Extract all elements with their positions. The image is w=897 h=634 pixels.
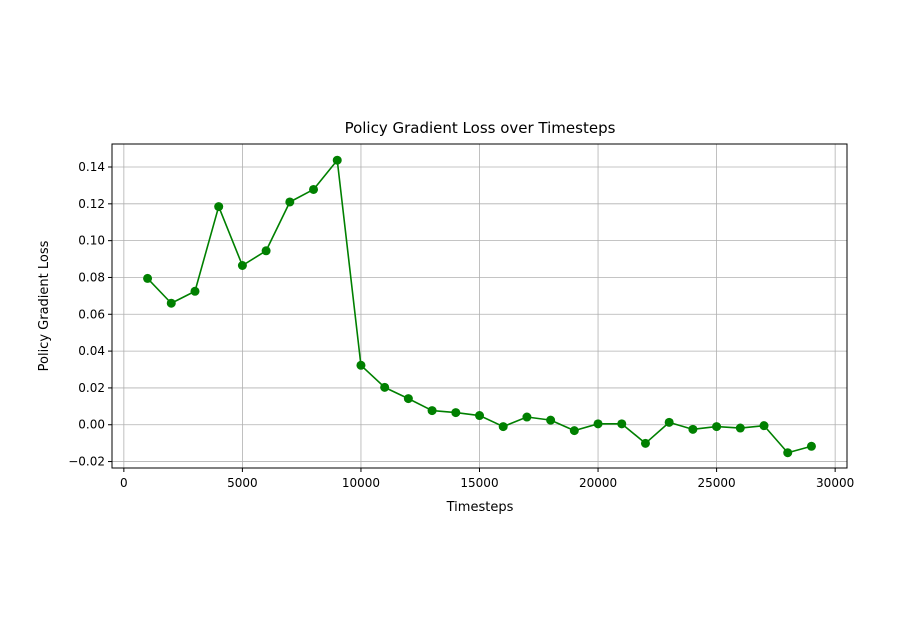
x-tick-label: 25000 [698, 476, 736, 490]
grid [112, 144, 847, 468]
data-point [427, 406, 437, 416]
y-axis-label: Policy Gradient Loss [37, 240, 52, 371]
data-point [166, 298, 176, 308]
data-point [498, 422, 508, 432]
data-point [190, 286, 200, 296]
data-point [806, 441, 816, 451]
data-point [332, 155, 342, 165]
x-tick-label: 0 [120, 476, 128, 490]
data-point [475, 411, 484, 421]
data-point [380, 382, 390, 392]
data-point [356, 360, 366, 370]
x-tick-label: 30000 [816, 476, 854, 490]
data-point [451, 408, 461, 418]
data-point [640, 438, 650, 448]
data-point [285, 197, 295, 207]
y-tick-label: −0.02 [68, 455, 105, 469]
x-tick-label: 5000 [227, 476, 258, 490]
x-tick-label: 15000 [460, 476, 498, 490]
y-axis: −0.02 0.00 0.02 0.04 0.06 0.08 0.10 0.12 0.14 [68, 160, 112, 469]
data-point [712, 422, 722, 432]
data-point [783, 448, 793, 458]
y-tick-label: 0.12 [78, 197, 105, 211]
data-point [403, 394, 413, 404]
data-point [759, 421, 769, 431]
y-tick-label: 0.14 [78, 160, 105, 174]
data-point [522, 412, 532, 422]
data-point [664, 417, 674, 427]
x-tick-label: 20000 [579, 476, 617, 490]
y-tick-label: 0.00 [78, 418, 105, 432]
y-tick-label: 0.10 [78, 234, 105, 248]
data-point [546, 415, 556, 425]
y-tick-label: 0.02 [78, 381, 105, 395]
data-point [688, 424, 698, 434]
data-point [214, 202, 224, 212]
data-point [309, 184, 319, 194]
data-point [617, 419, 627, 429]
data-point [569, 426, 579, 436]
data-point [735, 423, 745, 433]
x-tick-label: 10000 [342, 476, 380, 490]
y-tick-label: 0.08 [78, 270, 105, 284]
data-point [261, 246, 271, 256]
x-axis-label: Timesteps [446, 500, 514, 515]
data-point [237, 261, 247, 270]
x-axis: 0 5000 10000 15000 20000 25000 30000 [120, 468, 854, 490]
y-tick-label: 0.06 [78, 307, 105, 321]
series-layer [143, 155, 816, 458]
y-tick-label: 0.04 [78, 344, 105, 358]
chart-title: Policy Gradient Loss over Timesteps [345, 119, 616, 137]
data-point [593, 419, 603, 429]
data-point [143, 273, 153, 283]
